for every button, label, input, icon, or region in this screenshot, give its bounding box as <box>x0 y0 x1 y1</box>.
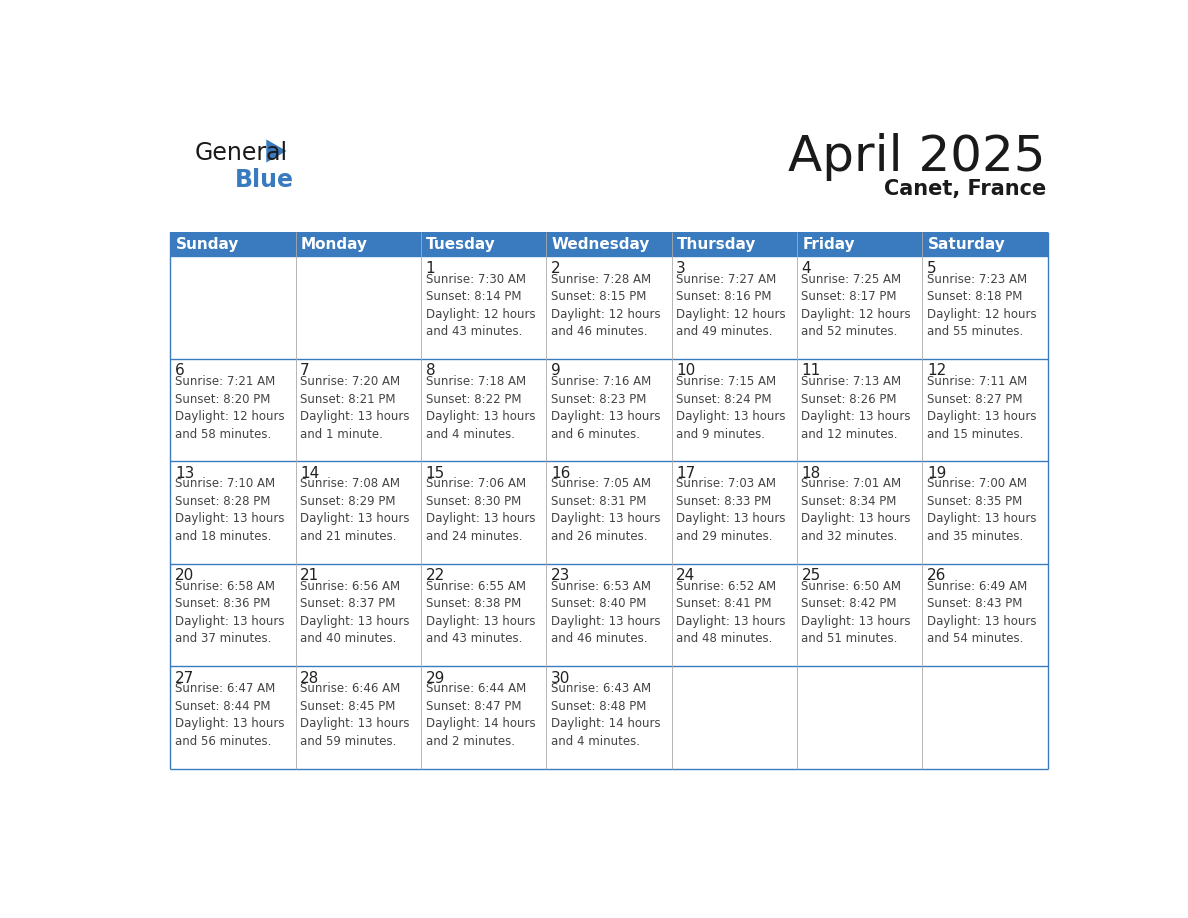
Text: Sunrise: 6:56 AM
Sunset: 8:37 PM
Daylight: 13 hours
and 40 minutes.: Sunrise: 6:56 AM Sunset: 8:37 PM Dayligh… <box>301 580 410 645</box>
Text: Sunrise: 6:44 AM
Sunset: 8:47 PM
Daylight: 14 hours
and 2 minutes.: Sunrise: 6:44 AM Sunset: 8:47 PM Dayligh… <box>425 682 535 748</box>
Text: 22: 22 <box>425 568 444 583</box>
Text: Sunrise: 7:00 AM
Sunset: 8:35 PM
Daylight: 13 hours
and 35 minutes.: Sunrise: 7:00 AM Sunset: 8:35 PM Dayligh… <box>927 477 1036 543</box>
Text: Sunrise: 7:05 AM
Sunset: 8:31 PM
Daylight: 13 hours
and 26 minutes.: Sunrise: 7:05 AM Sunset: 8:31 PM Dayligh… <box>551 477 661 543</box>
Text: Wednesday: Wednesday <box>551 237 650 252</box>
Text: Sunrise: 7:01 AM
Sunset: 8:34 PM
Daylight: 13 hours
and 32 minutes.: Sunrise: 7:01 AM Sunset: 8:34 PM Dayligh… <box>802 477 911 543</box>
Text: 1: 1 <box>425 261 435 276</box>
Text: 19: 19 <box>927 466 946 481</box>
Text: Sunrise: 6:46 AM
Sunset: 8:45 PM
Daylight: 13 hours
and 59 minutes.: Sunrise: 6:46 AM Sunset: 8:45 PM Dayligh… <box>301 682 410 748</box>
Bar <box>170 666 1048 768</box>
Text: Monday: Monday <box>301 237 368 252</box>
Text: 18: 18 <box>802 466 821 481</box>
Text: Sunrise: 7:10 AM
Sunset: 8:28 PM
Daylight: 13 hours
and 18 minutes.: Sunrise: 7:10 AM Sunset: 8:28 PM Dayligh… <box>175 477 284 543</box>
Text: 29: 29 <box>425 671 444 686</box>
Polygon shape <box>266 140 286 162</box>
Text: 21: 21 <box>301 568 320 583</box>
Text: Sunrise: 6:58 AM
Sunset: 8:36 PM
Daylight: 13 hours
and 37 minutes.: Sunrise: 6:58 AM Sunset: 8:36 PM Dayligh… <box>175 580 284 645</box>
Text: Tuesday: Tuesday <box>426 237 497 252</box>
Text: 11: 11 <box>802 364 821 378</box>
Text: Sunrise: 6:55 AM
Sunset: 8:38 PM
Daylight: 13 hours
and 43 minutes.: Sunrise: 6:55 AM Sunset: 8:38 PM Dayligh… <box>425 580 535 645</box>
Text: Sunrise: 7:30 AM
Sunset: 8:14 PM
Daylight: 12 hours
and 43 minutes.: Sunrise: 7:30 AM Sunset: 8:14 PM Dayligh… <box>425 273 535 338</box>
Text: Sunrise: 7:21 AM
Sunset: 8:20 PM
Daylight: 12 hours
and 58 minutes.: Sunrise: 7:21 AM Sunset: 8:20 PM Dayligh… <box>175 375 284 441</box>
Text: 14: 14 <box>301 466 320 481</box>
Text: 23: 23 <box>551 568 570 583</box>
Text: Sunrise: 6:49 AM
Sunset: 8:43 PM
Daylight: 13 hours
and 54 minutes.: Sunrise: 6:49 AM Sunset: 8:43 PM Dayligh… <box>927 580 1036 645</box>
Text: Sunrise: 7:03 AM
Sunset: 8:33 PM
Daylight: 13 hours
and 29 minutes.: Sunrise: 7:03 AM Sunset: 8:33 PM Dayligh… <box>676 477 785 543</box>
Text: 24: 24 <box>676 568 695 583</box>
Text: 9: 9 <box>551 364 561 378</box>
Text: Saturday: Saturday <box>928 237 1005 252</box>
Text: Sunrise: 7:18 AM
Sunset: 8:22 PM
Daylight: 13 hours
and 4 minutes.: Sunrise: 7:18 AM Sunset: 8:22 PM Dayligh… <box>425 375 535 441</box>
Text: 5: 5 <box>927 261 936 276</box>
Text: 2: 2 <box>551 261 561 276</box>
Text: Sunrise: 7:27 AM
Sunset: 8:16 PM
Daylight: 12 hours
and 49 minutes.: Sunrise: 7:27 AM Sunset: 8:16 PM Dayligh… <box>676 273 785 338</box>
Text: Sunrise: 7:28 AM
Sunset: 8:15 PM
Daylight: 12 hours
and 46 minutes.: Sunrise: 7:28 AM Sunset: 8:15 PM Dayligh… <box>551 273 661 338</box>
Text: 13: 13 <box>175 466 194 481</box>
Text: Sunrise: 7:15 AM
Sunset: 8:24 PM
Daylight: 13 hours
and 9 minutes.: Sunrise: 7:15 AM Sunset: 8:24 PM Dayligh… <box>676 375 785 441</box>
Text: Sunday: Sunday <box>176 237 239 252</box>
Text: 7: 7 <box>301 364 310 378</box>
Text: Sunrise: 6:50 AM
Sunset: 8:42 PM
Daylight: 13 hours
and 51 minutes.: Sunrise: 6:50 AM Sunset: 8:42 PM Dayligh… <box>802 580 911 645</box>
Text: Sunrise: 6:52 AM
Sunset: 8:41 PM
Daylight: 13 hours
and 48 minutes.: Sunrise: 6:52 AM Sunset: 8:41 PM Dayligh… <box>676 580 785 645</box>
Text: 20: 20 <box>175 568 194 583</box>
Text: April 2025: April 2025 <box>789 133 1045 181</box>
Bar <box>170 461 1048 564</box>
Text: General: General <box>195 141 289 165</box>
Text: Sunrise: 6:47 AM
Sunset: 8:44 PM
Daylight: 13 hours
and 56 minutes.: Sunrise: 6:47 AM Sunset: 8:44 PM Dayligh… <box>175 682 284 748</box>
Text: 6: 6 <box>175 364 184 378</box>
Text: Thursday: Thursday <box>677 237 757 252</box>
Text: Sunrise: 7:20 AM
Sunset: 8:21 PM
Daylight: 13 hours
and 1 minute.: Sunrise: 7:20 AM Sunset: 8:21 PM Dayligh… <box>301 375 410 441</box>
Text: 16: 16 <box>551 466 570 481</box>
Text: Friday: Friday <box>802 237 855 252</box>
Bar <box>170 256 1048 359</box>
Bar <box>170 359 1048 461</box>
Text: 8: 8 <box>425 364 435 378</box>
Text: Sunrise: 6:53 AM
Sunset: 8:40 PM
Daylight: 13 hours
and 46 minutes.: Sunrise: 6:53 AM Sunset: 8:40 PM Dayligh… <box>551 580 661 645</box>
Bar <box>170 564 1048 666</box>
Text: 26: 26 <box>927 568 946 583</box>
Text: 17: 17 <box>676 466 695 481</box>
Text: Sunrise: 7:11 AM
Sunset: 8:27 PM
Daylight: 13 hours
and 15 minutes.: Sunrise: 7:11 AM Sunset: 8:27 PM Dayligh… <box>927 375 1036 441</box>
Text: 4: 4 <box>802 261 811 276</box>
Text: Sunrise: 7:13 AM
Sunset: 8:26 PM
Daylight: 13 hours
and 12 minutes.: Sunrise: 7:13 AM Sunset: 8:26 PM Dayligh… <box>802 375 911 441</box>
Text: 12: 12 <box>927 364 946 378</box>
Text: Blue: Blue <box>235 168 295 192</box>
Text: 10: 10 <box>676 364 695 378</box>
Text: Sunrise: 7:16 AM
Sunset: 8:23 PM
Daylight: 13 hours
and 6 minutes.: Sunrise: 7:16 AM Sunset: 8:23 PM Dayligh… <box>551 375 661 441</box>
Text: 25: 25 <box>802 568 821 583</box>
Text: Canet, France: Canet, France <box>884 179 1045 199</box>
Text: 28: 28 <box>301 671 320 686</box>
Text: Sunrise: 7:08 AM
Sunset: 8:29 PM
Daylight: 13 hours
and 21 minutes.: Sunrise: 7:08 AM Sunset: 8:29 PM Dayligh… <box>301 477 410 543</box>
Text: Sunrise: 7:23 AM
Sunset: 8:18 PM
Daylight: 12 hours
and 55 minutes.: Sunrise: 7:23 AM Sunset: 8:18 PM Dayligh… <box>927 273 1036 338</box>
Text: 30: 30 <box>551 671 570 686</box>
Text: 27: 27 <box>175 671 194 686</box>
Bar <box>170 232 1048 256</box>
Text: 3: 3 <box>676 261 685 276</box>
Text: Sunrise: 7:06 AM
Sunset: 8:30 PM
Daylight: 13 hours
and 24 minutes.: Sunrise: 7:06 AM Sunset: 8:30 PM Dayligh… <box>425 477 535 543</box>
Text: Sunrise: 6:43 AM
Sunset: 8:48 PM
Daylight: 14 hours
and 4 minutes.: Sunrise: 6:43 AM Sunset: 8:48 PM Dayligh… <box>551 682 661 748</box>
Text: 15: 15 <box>425 466 444 481</box>
Text: Sunrise: 7:25 AM
Sunset: 8:17 PM
Daylight: 12 hours
and 52 minutes.: Sunrise: 7:25 AM Sunset: 8:17 PM Dayligh… <box>802 273 911 338</box>
